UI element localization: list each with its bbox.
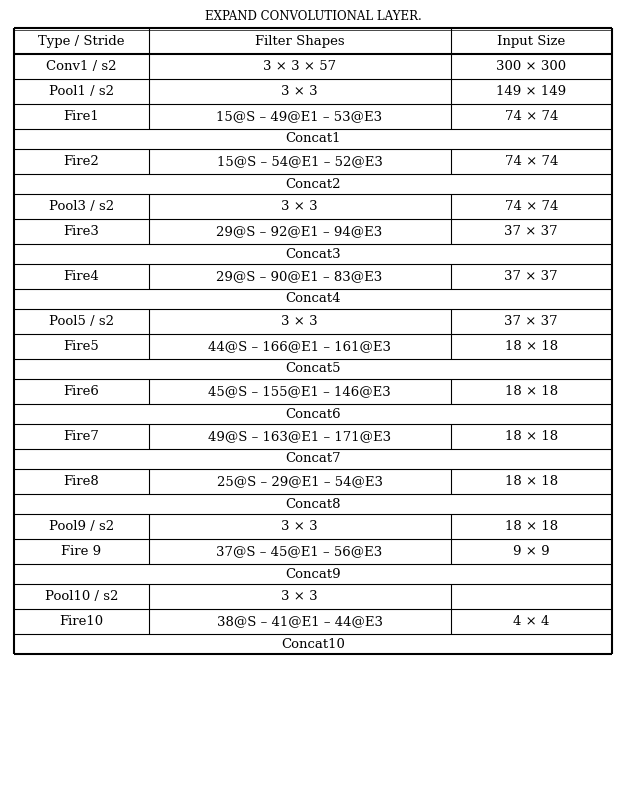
Text: Filter Shapes: Filter Shapes — [255, 34, 344, 48]
Text: Pool5 / s2: Pool5 / s2 — [49, 315, 114, 328]
Text: 9 × 9: 9 × 9 — [513, 545, 550, 558]
Text: Fire6: Fire6 — [63, 385, 99, 398]
Text: Input Size: Input Size — [497, 34, 565, 48]
Text: Fire4: Fire4 — [63, 270, 99, 283]
Text: Pool10 / s2: Pool10 / s2 — [44, 590, 118, 603]
Text: 18 × 18: 18 × 18 — [505, 430, 558, 443]
Text: Concat8: Concat8 — [285, 498, 341, 510]
Text: Fire2: Fire2 — [63, 155, 99, 168]
Text: 37 × 37: 37 × 37 — [505, 315, 558, 328]
Text: EXPAND CONVOLUTIONAL LAYER.: EXPAND CONVOLUTIONAL LAYER. — [205, 10, 421, 23]
Text: 3 × 3: 3 × 3 — [281, 315, 318, 328]
Text: Concat5: Concat5 — [285, 362, 341, 376]
Text: 29@S – 92@E1 – 94@E3: 29@S – 92@E1 – 94@E3 — [217, 225, 382, 238]
Text: Concat10: Concat10 — [281, 638, 345, 650]
Text: 74 × 74: 74 × 74 — [505, 110, 558, 123]
Text: Concat9: Concat9 — [285, 568, 341, 580]
Text: 18 × 18: 18 × 18 — [505, 520, 558, 533]
Text: Concat4: Concat4 — [285, 292, 341, 306]
Text: 18 × 18: 18 × 18 — [505, 475, 558, 488]
Text: 44@S – 166@E1 – 161@E3: 44@S – 166@E1 – 161@E3 — [208, 340, 391, 353]
Text: Conv1 / s2: Conv1 / s2 — [46, 60, 116, 73]
Text: 3 × 3: 3 × 3 — [281, 85, 318, 98]
Text: Fire8: Fire8 — [63, 475, 99, 488]
Text: 37 × 37: 37 × 37 — [505, 270, 558, 283]
Text: Concat6: Concat6 — [285, 408, 341, 420]
Text: 18 × 18: 18 × 18 — [505, 385, 558, 398]
Text: 38@S – 41@E1 – 44@E3: 38@S – 41@E1 – 44@E3 — [217, 615, 382, 628]
Text: 25@S – 29@E1 – 54@E3: 25@S – 29@E1 – 54@E3 — [217, 475, 382, 488]
Text: 300 × 300: 300 × 300 — [496, 60, 567, 73]
Text: 74 × 74: 74 × 74 — [505, 155, 558, 168]
Text: 3 × 3 × 57: 3 × 3 × 57 — [263, 60, 336, 73]
Text: 15@S – 49@E1 – 53@E3: 15@S – 49@E1 – 53@E3 — [217, 110, 382, 123]
Text: Fire1: Fire1 — [63, 110, 99, 123]
Text: 18 × 18: 18 × 18 — [505, 340, 558, 353]
Text: Pool1 / s2: Pool1 / s2 — [49, 85, 114, 98]
Text: Fire5: Fire5 — [63, 340, 99, 353]
Text: 3 × 3: 3 × 3 — [281, 200, 318, 213]
Text: Fire3: Fire3 — [63, 225, 99, 238]
Text: 45@S – 155@E1 – 146@E3: 45@S – 155@E1 – 146@E3 — [208, 385, 391, 398]
Text: Fire 9: Fire 9 — [61, 545, 101, 558]
Text: 37@S – 45@E1 – 56@E3: 37@S – 45@E1 – 56@E3 — [217, 545, 382, 558]
Text: Fire10: Fire10 — [59, 615, 103, 628]
Text: Concat7: Concat7 — [285, 452, 341, 466]
Text: 37 × 37: 37 × 37 — [505, 225, 558, 238]
Text: Concat2: Concat2 — [285, 178, 341, 190]
Text: Fire7: Fire7 — [63, 430, 99, 443]
Text: 4 × 4: 4 × 4 — [513, 615, 550, 628]
Text: 29@S – 90@E1 – 83@E3: 29@S – 90@E1 – 83@E3 — [217, 270, 382, 283]
Text: 49@S – 163@E1 – 171@E3: 49@S – 163@E1 – 171@E3 — [208, 430, 391, 443]
Text: 3 × 3: 3 × 3 — [281, 590, 318, 603]
Text: 15@S – 54@E1 – 52@E3: 15@S – 54@E1 – 52@E3 — [217, 155, 382, 168]
Text: Pool3 / s2: Pool3 / s2 — [49, 200, 114, 213]
Text: Pool9 / s2: Pool9 / s2 — [49, 520, 114, 533]
Text: Concat1: Concat1 — [285, 132, 341, 146]
Text: Concat3: Concat3 — [285, 248, 341, 260]
Text: 3 × 3: 3 × 3 — [281, 520, 318, 533]
Text: Type / Stride: Type / Stride — [38, 34, 125, 48]
Text: 74 × 74: 74 × 74 — [505, 200, 558, 213]
Text: 149 × 149: 149 × 149 — [496, 85, 567, 98]
